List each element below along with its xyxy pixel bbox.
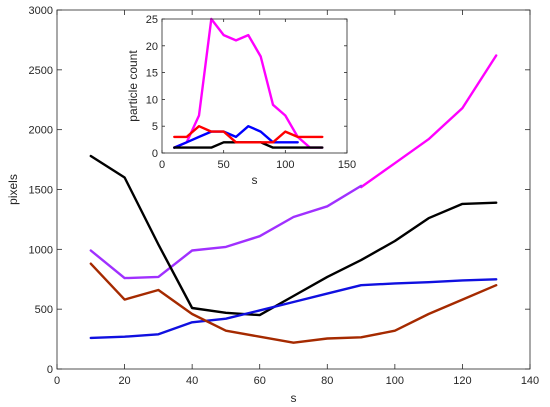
inset-axes-frame [161,18,348,154]
main-series-line-5 [89,262,498,344]
main-x-tick-label: 0 [54,375,60,387]
main-y-tick-label: 1000 [29,244,53,256]
inset-x-tick-label: 0 [159,159,165,171]
main-y-tick-label: 1500 [29,185,53,197]
inset-series-line-2 [173,125,299,149]
main-y-tick-label: 2500 [29,65,53,77]
inset-x-axis-label: s [252,173,258,187]
main-y-tick-label: 3000 [29,5,53,17]
main-x-tick-label: 120 [453,375,471,387]
main-x-axis-label: s [291,391,297,405]
inset-y-tick-label: 5 [152,121,158,133]
inset-y-tick-label: 25 [146,14,158,26]
main-y-tick-label: 2000 [29,125,53,137]
inset-x-tick-label: 100 [276,159,294,171]
main-x-tick-label: 80 [321,375,333,387]
main-series-line-1 [359,54,498,189]
inset-series-line-4 [173,125,324,144]
main-series-line-3 [89,154,498,317]
main-x-tick-label: 100 [386,375,404,387]
main-y-axis-label: pixels [6,174,20,205]
main-series-line-2 [89,184,363,280]
main-x-tick-label: 20 [118,375,130,387]
inset-x-tick-label: 150 [338,159,356,171]
inset-y-tick-label: 0 [152,148,158,160]
main-x-tick-label: 140 [521,375,539,387]
inset-chart: 0 50 100 150 0 5 10 15 20 25 s particle count [126,14,356,187]
main-x-tick-label: 40 [186,375,198,387]
main-y-tick-label: 500 [35,304,53,316]
inset-x-tick-label: 50 [218,159,230,171]
inset-y-tick-label: 10 [146,94,158,106]
main-y-tick-label: 0 [47,364,53,376]
inset-y-axis-label: particle count [126,50,140,122]
main-x-tick-label: 60 [254,375,266,387]
inset-y-tick-label: 15 [146,68,158,80]
inset-y-tick-label: 20 [146,41,158,53]
main-series-line-4 [89,278,498,340]
